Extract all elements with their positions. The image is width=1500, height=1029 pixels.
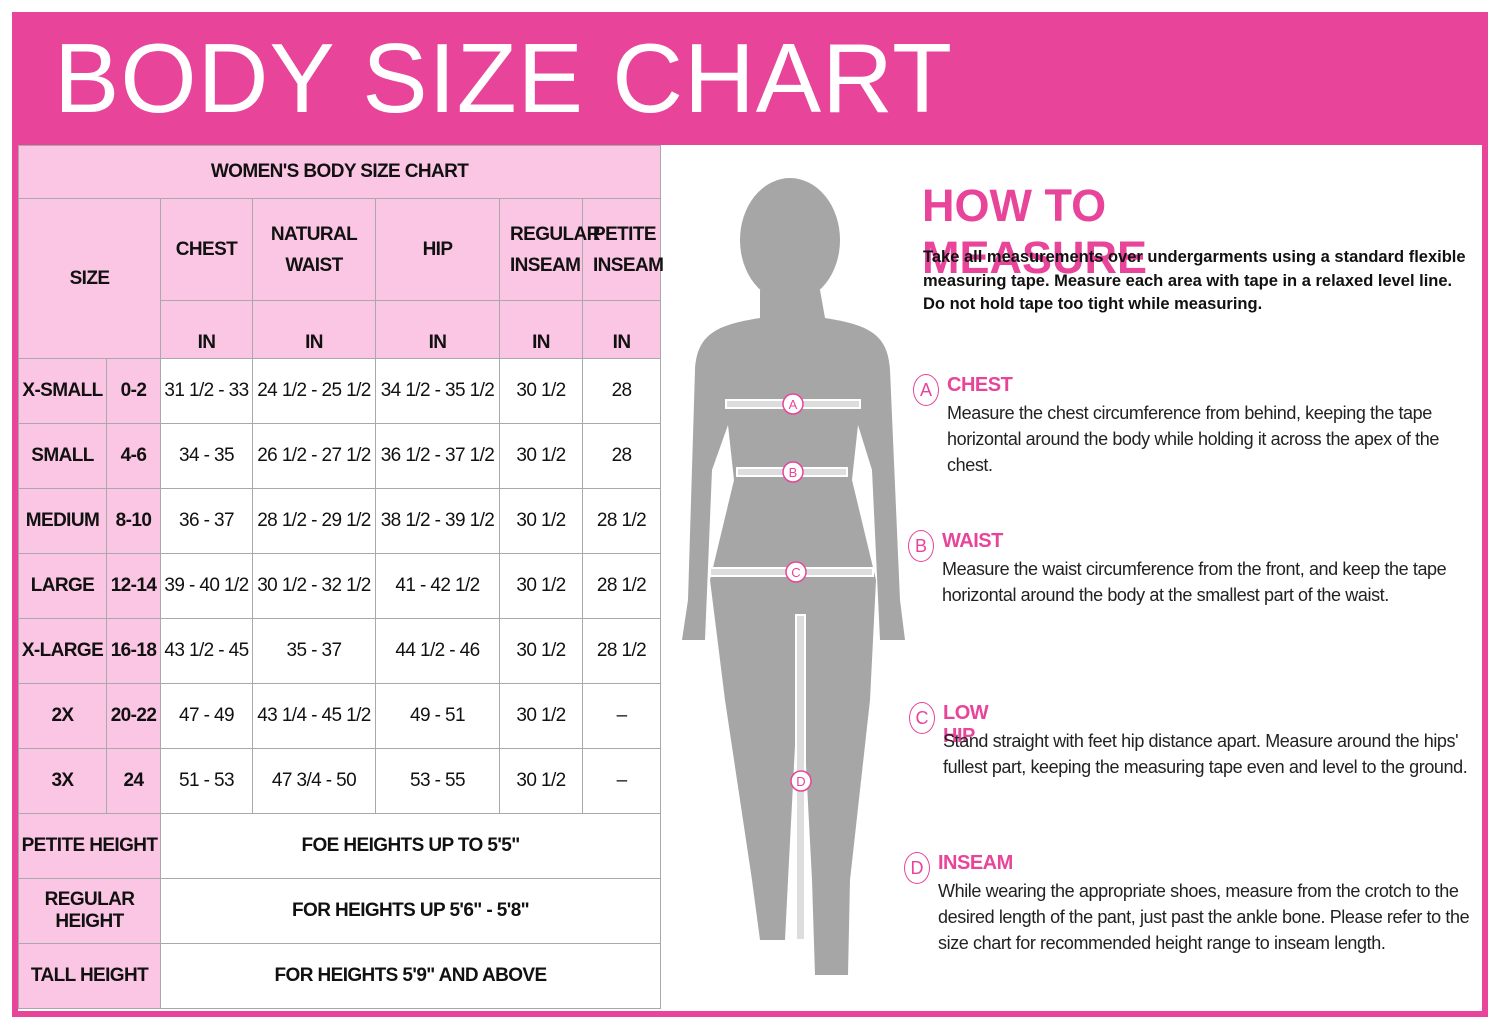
table-row: 3X 24 51 - 53 47 3/4 - 50 53 - 55 30 1/2– [18, 748, 662, 814]
size-label: 3X [18, 748, 107, 814]
step-name: CHEST [947, 374, 1013, 396]
size-label: 12-14 [106, 553, 161, 619]
measurement: 24 1/2 - 25 1/2 [252, 358, 376, 424]
marker [785, 561, 807, 583]
measurement: 47 3/4 - 50 [252, 748, 376, 814]
step-letter: A [913, 374, 939, 406]
marker [782, 461, 804, 483]
table-row: 2X 20-22 47 - 49 43 1/4 - 45 1/2 49 - 51 30 1… [18, 683, 662, 749]
size-label: 16-18 [106, 618, 161, 684]
table-row: LARGE 12-14 39 - 40 1/2 30 1/2 - 32 1/2 41 -… [18, 553, 662, 619]
marker [782, 393, 804, 415]
measurement: 30 1/2 [499, 358, 583, 424]
marker [790, 770, 812, 792]
size-label: 20-22 [106, 683, 161, 749]
size-label: X-SMALL [18, 358, 107, 424]
table-row: SMALL 4-6 34 - 35 26 1/2 - 27 1/2 36 1/2 - 3… [18, 423, 662, 489]
measurement: 31 1/2 - 33 [160, 358, 253, 424]
unit-label: IN [252, 300, 376, 359]
measurement: 30 1/2 [499, 618, 583, 684]
silhouette-head [740, 178, 840, 302]
measurement: 36 - 37 [160, 488, 253, 554]
measurement: 28 1/2 [581, 553, 662, 619]
measurement: 47 - 49 [160, 683, 253, 749]
table-row: REGULAR HEIGHT FOR HEIGHTS UP 5'6" - 5'8" [18, 878, 662, 944]
height-label: TALL HEIGHT [18, 943, 161, 1009]
step-letter: B [908, 530, 934, 562]
height-label: REGULAR HEIGHT [18, 878, 161, 944]
measurement: 35 - 37 [252, 618, 376, 684]
silhouette-body [682, 290, 905, 975]
step-text: Measure the waist circumference from the… [942, 559, 1447, 605]
measurement: 28 1/2 [581, 618, 662, 684]
measurement: 28 [581, 423, 662, 489]
measurement: 26 1/2 - 27 1/2 [252, 423, 376, 489]
measurement: 28 1/2 - 29 1/2 [252, 488, 376, 554]
unit-label: IN [581, 300, 662, 359]
table-row: X-LARGE 16-18 43 1/2 - 45 35 - 37 44 1/2 - 4… [18, 618, 662, 684]
unit-label: IN [375, 300, 500, 359]
measurement: 28 1/2 [581, 488, 662, 554]
unit-label: IN [160, 300, 253, 359]
measurement: 49 - 51 [375, 683, 500, 749]
column-heading: PETITE INSEAM [581, 198, 664, 301]
guide-intro: Take all measurements over undergarments… [923, 248, 1466, 313]
measurement: 34 - 35 [160, 423, 253, 489]
marker-letter: C [791, 565, 800, 580]
measurement: – [581, 683, 662, 749]
measurement: 30 1/2 [499, 553, 583, 619]
measurement: 36 1/2 - 37 1/2 [375, 423, 500, 489]
measurement: 30 1/2 [499, 683, 583, 749]
size-label: 24 [106, 748, 161, 814]
measurement: 30 1/2 [499, 748, 583, 814]
height-label: PETITE HEIGHT [18, 813, 161, 879]
table-row: SIZE CHEST NATURAL WAIST HIP REGULAR INSEAM P… [18, 198, 664, 359]
step-name: INSEAM [938, 852, 1013, 874]
marker-letter: B [789, 465, 798, 480]
table-row: TALL HEIGHT FOR HEIGHTS 5'9" AND ABOVE [18, 943, 662, 1009]
unit-label: IN [499, 300, 583, 359]
step-text: Measure the chest circumference from beh… [947, 403, 1439, 475]
step-name: WAIST [942, 530, 1003, 552]
measurement: 39 - 40 1/2 [160, 553, 253, 619]
size-label: 2X [18, 683, 107, 749]
size-table: WOMEN'S BODY SIZE CHART SIZE CHEST NATURAL … [17, 145, 664, 1009]
size-label: SMALL [18, 423, 107, 489]
height-range: FOR HEIGHTS UP 5'6" - 5'8" [159, 878, 662, 944]
column-heading: REGULAR INSEAM [499, 198, 600, 301]
measurement: 43 1/2 - 45 [160, 618, 253, 684]
step-name: LOW HIP [943, 702, 989, 747]
measurement: 53 - 55 [375, 748, 500, 814]
size-label: MEDIUM [18, 488, 107, 554]
step-text: While wearing the appropriate shoes, mea… [938, 881, 1470, 953]
measurement: 30 1/2 - 32 1/2 [252, 553, 376, 619]
table-row: PETITE HEIGHT FOE HEIGHTS UP TO 5'5" [18, 813, 662, 879]
step-letter: D [904, 852, 930, 884]
measurement: 41 - 42 1/2 [375, 553, 500, 619]
step-text: Stand straight with feet hip distance ap… [943, 731, 1468, 777]
step-letter: C [909, 702, 935, 734]
page-title: BODY SIZE CHART [12, 12, 1488, 145]
size-label: X-LARGE [18, 618, 107, 684]
size-label: LARGE [18, 553, 107, 619]
table-row: X-SMALL 0-2 31 1/2 - 33 24 1/2 - 25 1/2 34 1… [18, 358, 662, 424]
measurement: 51 - 53 [160, 748, 253, 814]
marker-letter: A [789, 397, 798, 412]
measurement: 43 1/4 - 45 1/2 [252, 683, 376, 749]
size-heading: SIZE [18, 198, 161, 359]
size-label: 4-6 [106, 423, 161, 489]
measurement: – [581, 748, 662, 814]
height-range: FOR HEIGHTS 5'9" AND ABOVE [159, 943, 662, 1009]
size-label: 0-2 [106, 358, 161, 424]
marker-letter: D [796, 774, 805, 789]
size-label: 8-10 [106, 488, 161, 554]
measurement: 34 1/2 - 35 1/2 [375, 358, 500, 424]
column-heading: HIP [375, 198, 500, 301]
guide-title: HOW TO MEASURE [922, 180, 1148, 283]
table-row: IN IN IN IN IN [19, 300, 662, 359]
